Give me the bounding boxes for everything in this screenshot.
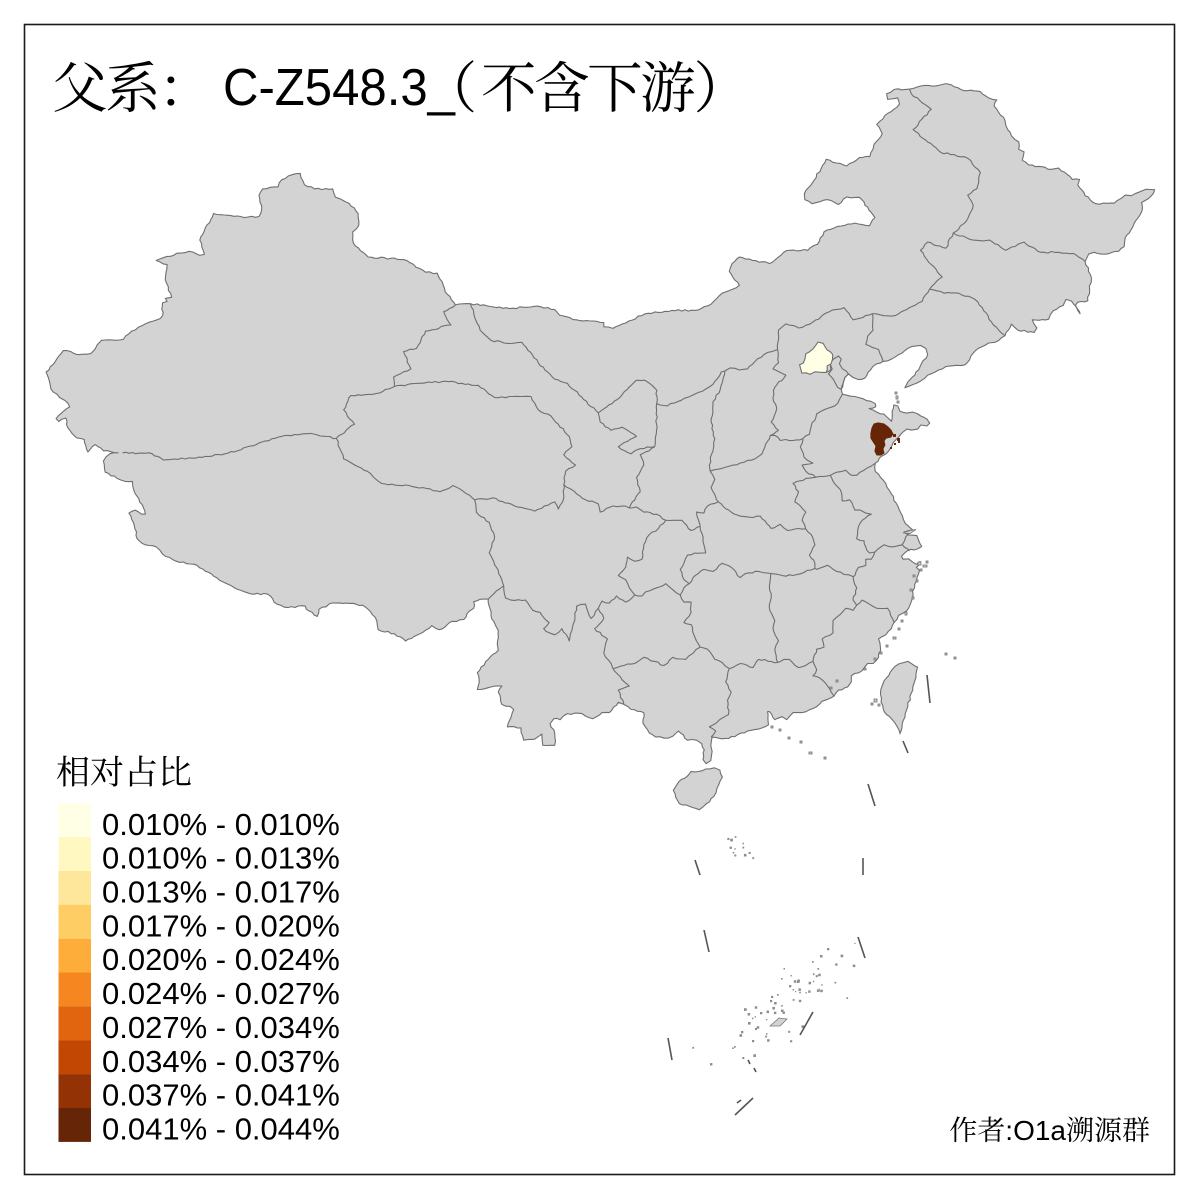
svg-text:0.024% - 0.027%: 0.024% - 0.027%	[102, 976, 340, 1011]
svg-text:C-Z548.3_: C-Z548.3_	[223, 59, 456, 117]
svg-text:0.027% - 0.034%: 0.027% - 0.034%	[102, 1010, 340, 1045]
svg-text:0.017% - 0.020%: 0.017% - 0.020%	[102, 908, 340, 943]
svg-text::O1a: :O1a	[1005, 1115, 1066, 1146]
svg-text:0.013% - 0.017%: 0.013% - 0.017%	[102, 875, 340, 910]
svg-text:0.010% - 0.010%: 0.010% - 0.010%	[102, 807, 340, 842]
svg-text:0.034% - 0.037%: 0.034% - 0.037%	[102, 1044, 340, 1079]
svg-text:0.041% - 0.044%: 0.041% - 0.044%	[102, 1112, 340, 1147]
svg-text:0.020% - 0.024%: 0.020% - 0.024%	[102, 942, 340, 977]
svg-text:0.037% - 0.041%: 0.037% - 0.041%	[102, 1078, 340, 1113]
svg-text:0.010% - 0.013%: 0.010% - 0.013%	[102, 841, 340, 876]
